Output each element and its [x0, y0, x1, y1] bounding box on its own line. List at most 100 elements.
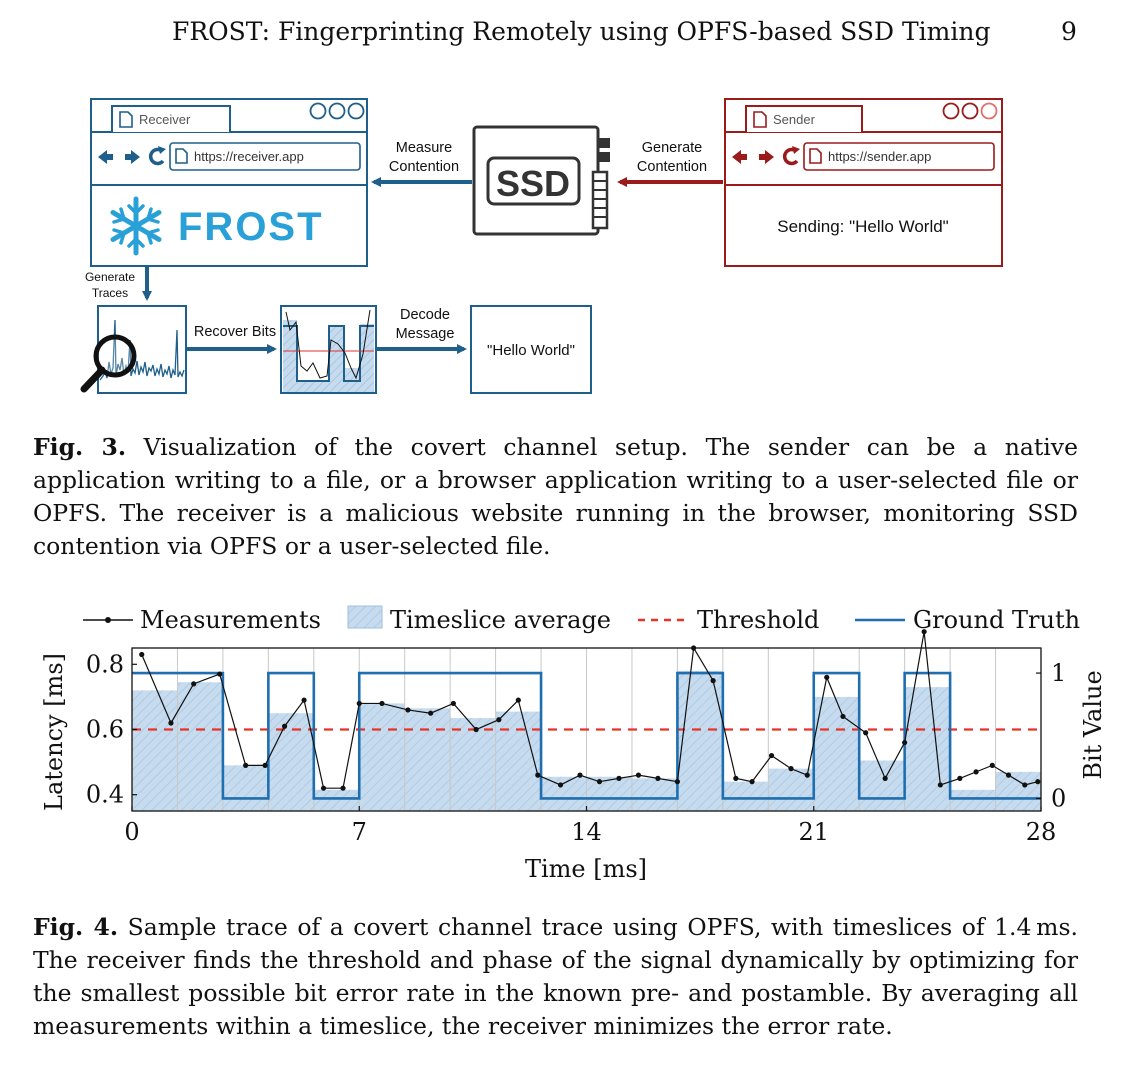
y2-axis-label: Bit Value	[1079, 670, 1107, 779]
legend-threshold: Threshold	[638, 606, 819, 634]
measurement-point	[989, 762, 995, 768]
measurement-point	[535, 772, 541, 778]
receiver-browser-window: Receiver https://receiver.app FROST	[90, 98, 368, 267]
figure-3-label: Fig. 3.	[33, 433, 127, 461]
snowflake-icon	[110, 196, 162, 256]
decoded-message-box	[470, 305, 592, 394]
legend-measurements: Measurements	[83, 606, 321, 634]
decoded-message: "Hello World"	[487, 342, 575, 359]
measurement-point	[577, 772, 583, 778]
trace-panel	[80, 305, 187, 394]
back-arrow-icon	[98, 150, 113, 164]
measurement-point	[168, 720, 174, 726]
label-measure: Measure	[396, 140, 452, 156]
mini-trace-chart	[280, 305, 377, 394]
measurement-point	[768, 752, 775, 759]
figure-3-diagram: Receiver https://receiver.app FROST	[80, 98, 1003, 394]
timeslice-bar	[222, 765, 269, 811]
ssd-label: SSD	[496, 163, 570, 204]
page-icon	[175, 148, 188, 164]
timeslice-bar	[859, 760, 905, 811]
measurements-line	[141, 631, 1038, 789]
magnifier-icon	[80, 334, 137, 393]
label-message: Message	[396, 326, 455, 342]
x-axis-ticks: 0 7 14 21 28	[124, 806, 1056, 846]
receiver-tab-label: Receiver	[139, 112, 191, 127]
figure-3-caption-text: Visualization of the covert channel setu…	[33, 433, 1078, 560]
window-control-icon	[309, 102, 327, 120]
window-control-icon	[980, 102, 998, 120]
timeslice-bar	[677, 670, 723, 811]
timeslice-bar	[450, 718, 496, 811]
x-tick-label: 21	[798, 818, 829, 846]
timeslice-bar	[950, 789, 996, 811]
page-number: 9	[1061, 17, 1077, 46]
timeslice-bar	[268, 713, 314, 811]
timeslice-bar	[586, 776, 632, 811]
timeslice-bar	[995, 771, 1041, 811]
measurement-point	[749, 779, 755, 785]
frost-logo: FROST	[178, 205, 324, 249]
window-control-icon	[961, 102, 979, 120]
label-recover-bits: Recover Bits	[194, 324, 276, 340]
measurement-point	[340, 785, 346, 791]
figure-3-caption: Fig. 3. Visualization of the covert chan…	[33, 431, 1078, 563]
receiver-address-bar	[169, 142, 361, 171]
label-contention: Contention	[389, 159, 459, 175]
measurement-point	[655, 775, 661, 781]
timeslice-bar	[722, 781, 769, 811]
x-tick-label: 0	[124, 818, 139, 846]
y-tick-label: 0.8	[86, 650, 124, 678]
measurement-point	[405, 707, 411, 713]
measurement-point	[281, 723, 288, 729]
page-icon	[119, 111, 133, 128]
measurement-point	[957, 775, 963, 781]
measurement-point	[937, 782, 943, 788]
chart-legend: Measurements Timeslice average Threshold…	[83, 605, 1080, 634]
measurement-point	[379, 700, 385, 707]
legend-label-ground-truth: Ground Truth	[913, 606, 1080, 634]
label-decode: Decode	[400, 307, 450, 323]
sender-browser-window: Sender https://sender.app Sending: "Hell…	[724, 98, 1003, 267]
legend-ground-truth: Ground Truth	[855, 606, 1080, 634]
measurement-point	[733, 775, 739, 781]
measurement-point	[1035, 779, 1041, 785]
window-control-icon	[942, 102, 960, 120]
window-control-icon	[347, 102, 365, 120]
measurement-point	[320, 785, 327, 791]
measurement-point	[301, 697, 307, 703]
page-icon	[753, 111, 767, 128]
legend-timeslice-average: Timeslice average	[347, 605, 611, 634]
ssd-icon: SSD	[472, 125, 610, 236]
page-icon	[809, 148, 822, 164]
timeslice-bar	[813, 696, 860, 811]
running-header-title: FROST: Fingerprinting Remotely using OPF…	[172, 17, 991, 46]
y2-tick-label: 0	[1051, 784, 1066, 812]
sender-address-bar	[803, 142, 995, 171]
reload-icon	[148, 146, 166, 166]
label-generate-traces-2: Traces	[92, 286, 128, 300]
measurement-point	[191, 681, 197, 687]
measurement-point	[824, 674, 830, 680]
measurement-point	[840, 713, 846, 720]
timeslice-bar	[904, 687, 951, 811]
measurement-point	[243, 762, 249, 768]
measurement-point	[428, 710, 434, 716]
x-tick-label: 7	[352, 818, 367, 846]
timeslice-bar	[359, 703, 405, 811]
legend-label-measurements: Measurements	[140, 606, 321, 634]
reload-icon	[782, 146, 800, 166]
sender-url: https://sender.app	[828, 149, 931, 164]
timeslice-bar	[313, 789, 360, 811]
measurement-point	[450, 700, 456, 707]
ground-truth-line	[132, 671, 1041, 800]
measurement-point	[674, 779, 681, 785]
timeslice-bar	[132, 690, 178, 811]
timeslice-bars	[132, 670, 1041, 811]
measurement-point	[882, 775, 888, 781]
measurement-point	[515, 697, 521, 703]
measurement-point	[496, 717, 502, 723]
y2-tick-label: 1	[1051, 659, 1066, 687]
measurement-point	[356, 700, 362, 707]
measurement-point	[788, 766, 794, 772]
